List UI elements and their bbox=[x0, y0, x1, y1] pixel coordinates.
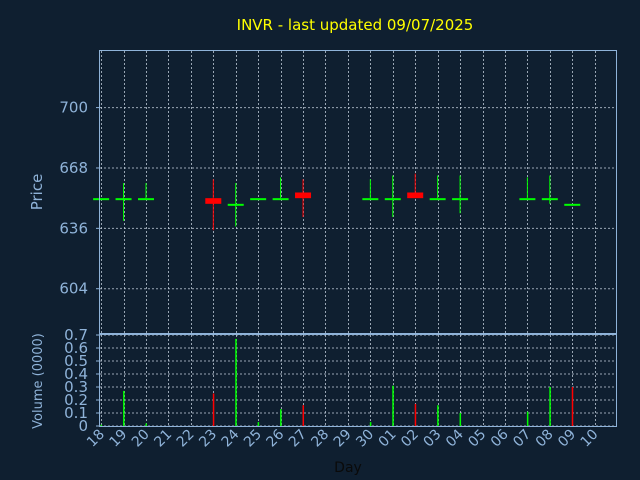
x-tick-label: 06 bbox=[488, 426, 512, 450]
chart-title: INVR - last updated 09/07/2025 bbox=[237, 16, 474, 34]
x-tick-label: 29 bbox=[331, 427, 355, 451]
x-tick-label: 23 bbox=[196, 427, 220, 451]
volume-bar bbox=[549, 387, 551, 426]
volume-grid bbox=[100, 334, 616, 427]
x-tick-label: 28 bbox=[308, 427, 332, 451]
volume-tick-label: 0.4 bbox=[64, 365, 88, 383]
candle-body bbox=[115, 198, 132, 201]
volume-tick-label: 0.7 bbox=[64, 326, 88, 344]
candle-body bbox=[137, 198, 154, 201]
price-y-ticks: 604 636 668 700 bbox=[59, 99, 100, 298]
candle-body bbox=[227, 203, 244, 206]
x-tick-label: 03 bbox=[421, 427, 445, 451]
price-frame bbox=[99, 50, 617, 334]
candle-body bbox=[93, 198, 110, 201]
volume-axis-label: Volume (0000) bbox=[31, 333, 46, 429]
candle-body bbox=[250, 198, 267, 201]
x-tick-label: 20 bbox=[129, 427, 153, 451]
volume-tick-label: 0.2 bbox=[64, 391, 88, 409]
x-tick-label: 25 bbox=[241, 427, 265, 451]
candle-body bbox=[452, 198, 469, 201]
candle-body bbox=[407, 192, 424, 199]
candle-body bbox=[362, 198, 379, 201]
x-tick-label: 09 bbox=[555, 427, 579, 451]
price-axis-label: Price bbox=[28, 174, 46, 211]
volume-bar bbox=[235, 338, 237, 426]
volume-bar bbox=[414, 403, 417, 426]
candle-body bbox=[564, 203, 581, 206]
candle-body bbox=[272, 198, 289, 201]
volume-bar bbox=[459, 413, 462, 426]
x-tick-label: 05 bbox=[465, 427, 489, 451]
price-tick-label: 604 bbox=[59, 280, 88, 298]
candle-body bbox=[541, 198, 558, 201]
volume-tick-label: 0.5 bbox=[64, 352, 88, 370]
volume-panel: 00.10.20.30.40.50.60.7 Volume (0000) bbox=[31, 326, 617, 435]
candle-body bbox=[519, 198, 536, 201]
volume-bar bbox=[302, 405, 305, 426]
volume-bar bbox=[257, 422, 260, 426]
price-tick-label: 636 bbox=[59, 219, 88, 237]
candle-body bbox=[429, 198, 446, 201]
volume-tick-label: 0.3 bbox=[64, 378, 88, 396]
x-tick-label: 22 bbox=[174, 427, 198, 451]
x-tick-label: 07 bbox=[510, 427, 534, 451]
volume-tick-label: 0 bbox=[78, 417, 88, 435]
x-tick-label: 02 bbox=[398, 427, 422, 451]
price-grid bbox=[100, 51, 616, 334]
volume-bar bbox=[145, 423, 147, 426]
price-tick-label: 668 bbox=[59, 159, 88, 177]
price-candles bbox=[93, 173, 581, 231]
price-panel: 604 636 668 700 Price bbox=[28, 50, 617, 334]
volume-bar bbox=[369, 422, 372, 426]
x-axis-label: Day bbox=[334, 460, 362, 476]
price-tick-label: 700 bbox=[59, 99, 88, 117]
x-tick-label: 30 bbox=[353, 427, 377, 451]
volume-bar bbox=[437, 405, 439, 426]
candle-body bbox=[295, 192, 312, 199]
volume-frame bbox=[99, 334, 617, 427]
volume-bar bbox=[526, 411, 529, 426]
volume-bar bbox=[100, 424, 103, 426]
volume-tick-label: 0.6 bbox=[64, 339, 88, 357]
x-tick-label: 27 bbox=[286, 427, 310, 451]
x-tick-label: 01 bbox=[376, 427, 400, 451]
x-tick-label: 10 bbox=[578, 427, 602, 451]
candle-body bbox=[205, 198, 222, 204]
x-tick-label: 21 bbox=[151, 427, 175, 451]
candle-body bbox=[384, 198, 401, 201]
volume-bar bbox=[123, 390, 125, 426]
x-tick-label: 08 bbox=[533, 427, 557, 451]
volume-bar bbox=[571, 387, 574, 426]
volume-bar bbox=[280, 409, 282, 426]
x-axis-ticks: 1819202122232425262728293001020304050607… bbox=[84, 426, 601, 450]
volume-bar bbox=[212, 393, 215, 426]
volume-bar bbox=[392, 385, 394, 426]
x-tick-label: 04 bbox=[443, 426, 467, 450]
volume-y-ticks: 00.10.20.30.40.50.60.7 bbox=[64, 326, 100, 435]
volume-tick-label: 0.1 bbox=[64, 404, 88, 422]
x-tick-label: 24 bbox=[219, 426, 243, 450]
x-tick-label: 26 bbox=[264, 426, 288, 450]
x-tick-label: 19 bbox=[106, 427, 130, 451]
volume-bars bbox=[100, 338, 574, 426]
